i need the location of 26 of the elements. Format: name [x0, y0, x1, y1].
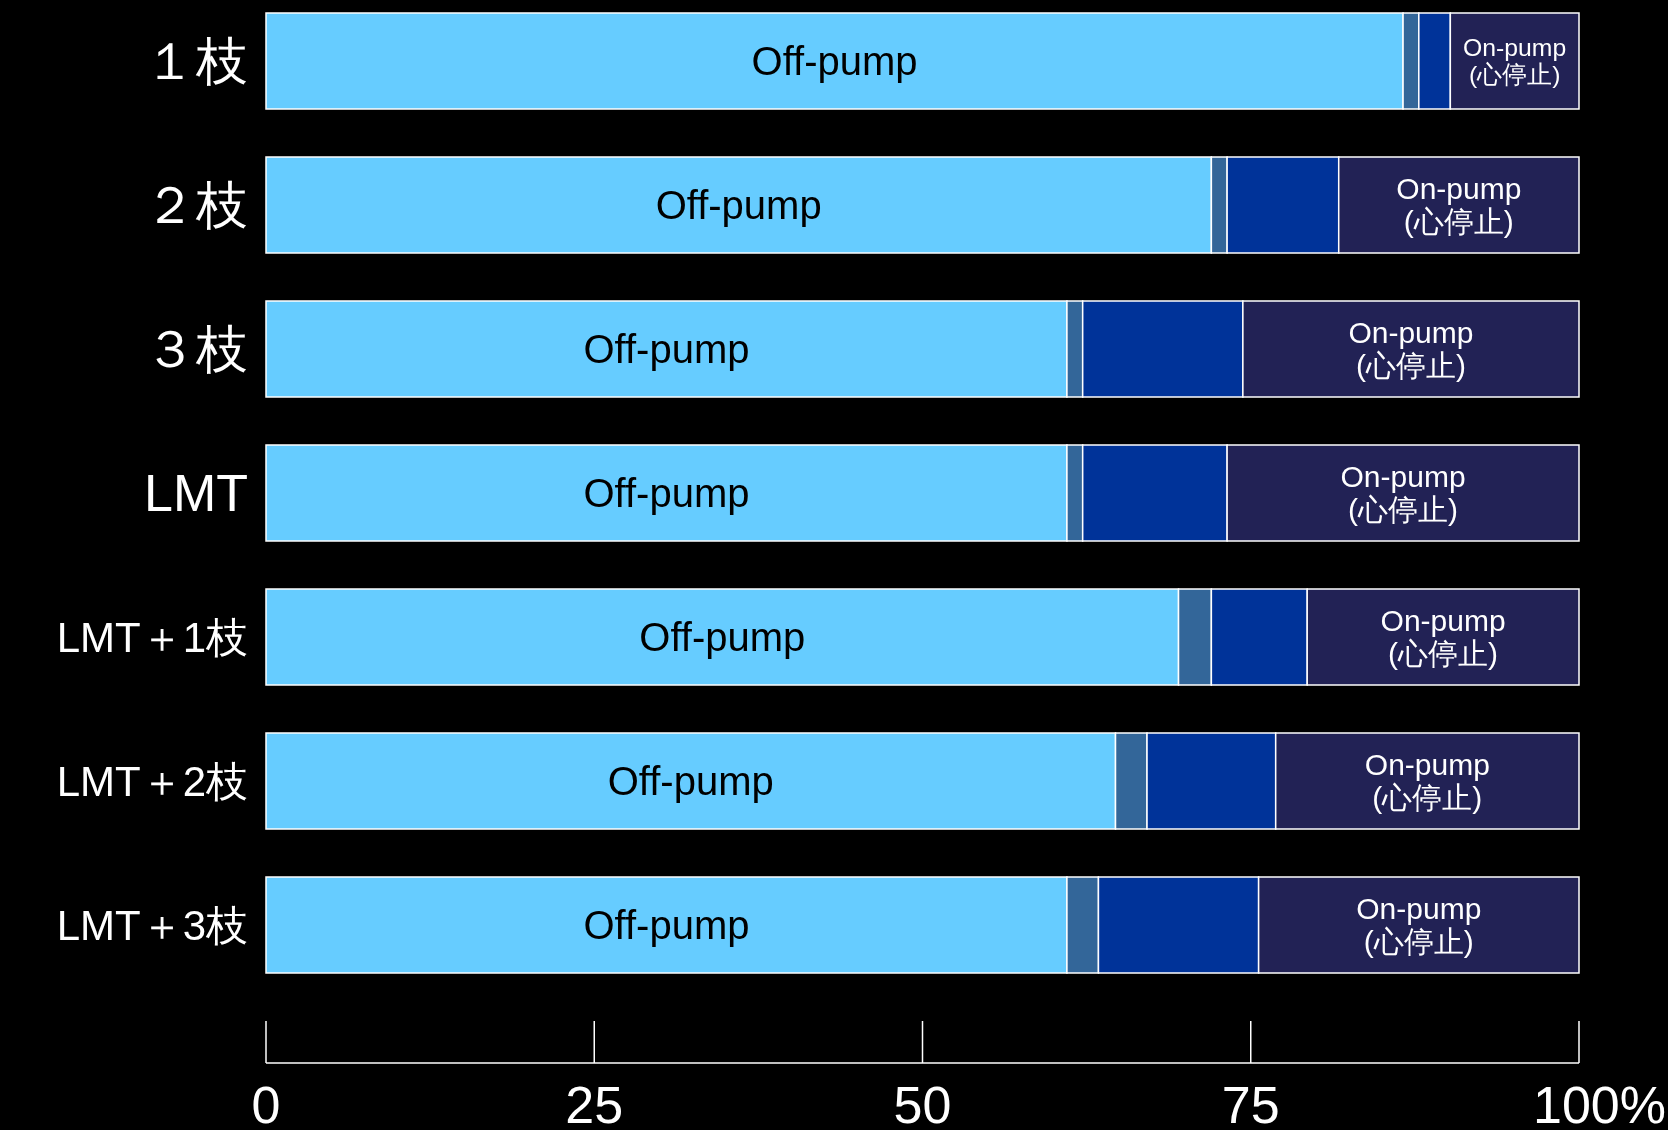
y-tick-label: LMT＋1枝 — [56, 613, 248, 661]
x-tick-label: 50 — [893, 1076, 952, 1130]
y-tick-label: LMT — [144, 464, 248, 522]
text: Off-pump — [583, 471, 750, 515]
y-tick-label: ２枝 — [144, 176, 248, 234]
y-tick-label: １枝 — [144, 32, 248, 90]
text: On-pump (心停止) — [1348, 316, 1474, 382]
text: On-pump (心停止) — [1356, 892, 1482, 958]
text: Off-pump — [655, 183, 822, 227]
x-tick-label: 0 — [251, 1076, 281, 1130]
series-label: Off-pump — [751, 39, 918, 83]
y-tick-label: LMT＋2枝 — [56, 757, 248, 805]
x-tick-label: 75 — [1221, 1076, 1280, 1130]
text: On-pump (心停止) — [1396, 172, 1522, 238]
text: Off-pump — [583, 327, 750, 371]
x-tick-label: 25 — [565, 1076, 624, 1130]
series-label: On-pump (心停止) — [1463, 34, 1567, 89]
text: On-pump (心停止) — [1380, 604, 1506, 670]
text: Off-pump — [639, 615, 806, 659]
text: On-pump (心停止) — [1340, 460, 1466, 526]
text: Off-pump — [583, 903, 750, 947]
y-tick-label: LMT＋3枝 — [56, 901, 248, 949]
y-tick-label: ３枝 — [144, 320, 248, 378]
text: Off-pump — [607, 759, 774, 803]
text: On-pump (心停止) — [1364, 748, 1490, 814]
x-tick-label: 100% — [1533, 1076, 1666, 1130]
